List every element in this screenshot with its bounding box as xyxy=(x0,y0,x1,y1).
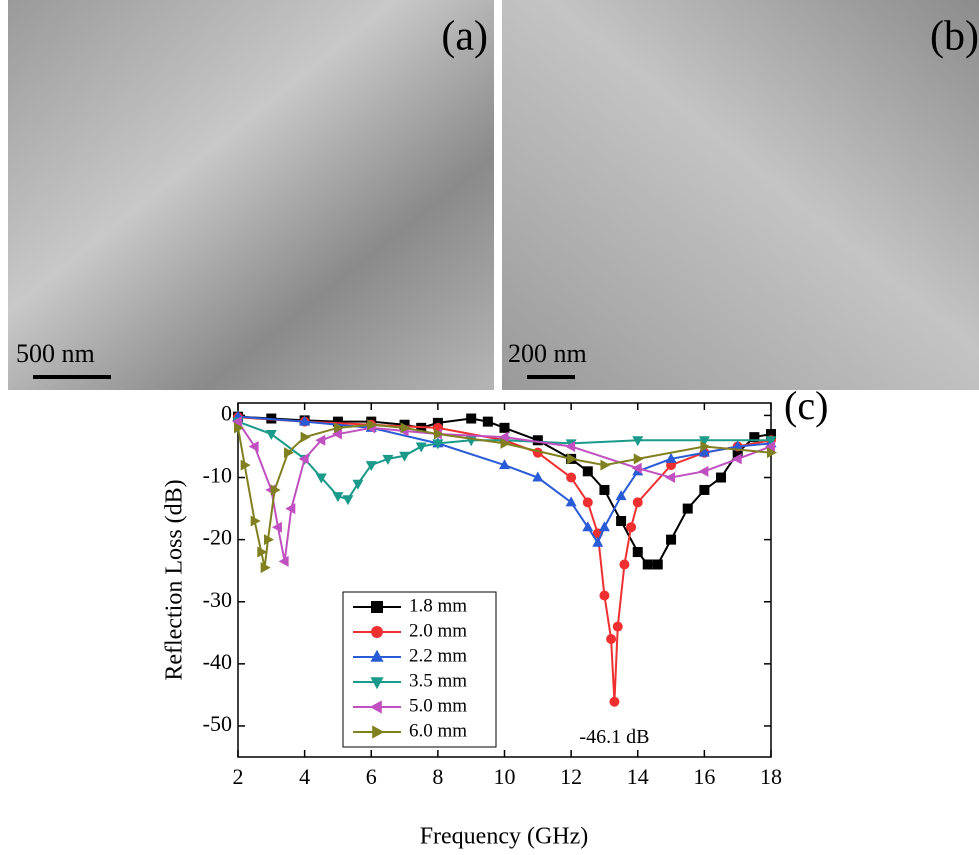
panel-label: (b) xyxy=(930,14,979,60)
data-point xyxy=(266,430,277,440)
x-tick-label: 4 xyxy=(299,764,310,789)
legend-label: 6.0 mm xyxy=(409,720,467,741)
data-point xyxy=(566,496,577,506)
scale-bar-label: 500 nm xyxy=(16,339,95,368)
data-point xyxy=(599,485,609,495)
data-point xyxy=(626,522,636,532)
data-point xyxy=(583,466,593,476)
data-point xyxy=(583,497,593,507)
figure: (a) (b) 500 nm 200 nm (c) Frequency (GHz… xyxy=(0,0,979,855)
panel-label: (a) xyxy=(441,14,488,60)
data-point xyxy=(416,442,427,452)
sem-image-b xyxy=(502,0,979,390)
data-point xyxy=(566,473,576,483)
y-tick-label: -10 xyxy=(203,463,232,488)
legend-label: 5.0 mm xyxy=(409,695,467,716)
y-tick-label: -50 xyxy=(203,711,232,736)
y-tick-label: -40 xyxy=(203,649,232,674)
data-point xyxy=(643,559,653,569)
data-point xyxy=(616,516,626,526)
data-point xyxy=(533,435,543,445)
sem-image-a xyxy=(8,0,494,390)
x-tick-label: 10 xyxy=(494,764,516,789)
data-point xyxy=(613,622,623,632)
data-point xyxy=(634,453,644,464)
data-point xyxy=(653,559,663,569)
data-point xyxy=(301,432,311,443)
y-tick-label: 0 xyxy=(221,400,232,425)
data-point xyxy=(606,634,616,644)
data-point xyxy=(500,423,510,433)
x-tick-label: 8 xyxy=(432,764,443,789)
legend-marker xyxy=(371,626,383,638)
data-point xyxy=(249,441,259,452)
legend-marker xyxy=(371,601,383,613)
data-point xyxy=(666,535,676,545)
data-point xyxy=(466,414,476,424)
y-tick-label: -20 xyxy=(203,525,232,550)
legend-label: 1.8 mm xyxy=(409,595,467,616)
data-point xyxy=(633,547,643,557)
data-point xyxy=(609,697,619,707)
data-point xyxy=(619,559,629,569)
x-tick-label: 16 xyxy=(693,764,715,789)
legend-label: 3.5 mm xyxy=(409,670,467,691)
data-point xyxy=(600,460,610,471)
x-axis-label: Frequency (GHz) xyxy=(420,824,589,850)
data-point xyxy=(342,495,353,505)
x-tick-label: 12 xyxy=(560,764,582,789)
data-point xyxy=(599,521,610,531)
legend-label: 2.0 mm xyxy=(409,620,467,641)
data-point xyxy=(599,591,609,601)
x-tick-label: 6 xyxy=(366,764,377,789)
x-tick-label: 2 xyxy=(233,764,244,789)
data-point xyxy=(683,504,693,514)
data-point xyxy=(665,472,675,483)
data-point xyxy=(698,466,708,477)
data-point xyxy=(716,473,726,483)
x-tick-label: 18 xyxy=(760,764,782,789)
data-point xyxy=(633,497,643,507)
legend-label: 2.2 mm xyxy=(409,645,467,666)
scale-bar-label: 200 nm xyxy=(508,339,587,368)
annotation: -46.1 dB xyxy=(579,726,649,748)
page: {"panels": [{"label": "(a)", "scale_bar"… xyxy=(0,0,979,855)
x-tick-label: 14 xyxy=(627,764,649,789)
data-point xyxy=(483,417,493,427)
data-point xyxy=(699,485,709,495)
y-axis-label: Reflection Loss (dB) xyxy=(162,479,188,680)
panel-label: (c) xyxy=(784,383,828,428)
y-tick-label: -30 xyxy=(203,587,232,612)
